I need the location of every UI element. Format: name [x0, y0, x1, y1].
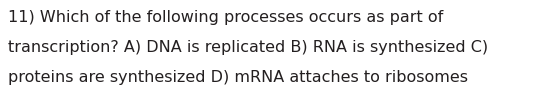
- Text: 11) Which of the following processes occurs as part of: 11) Which of the following processes occ…: [8, 10, 443, 25]
- Text: proteins are synthesized D) mRNA attaches to ribosomes: proteins are synthesized D) mRNA attache…: [8, 70, 468, 85]
- Text: transcription? A) DNA is replicated B) RNA is synthesized C): transcription? A) DNA is replicated B) R…: [8, 40, 488, 55]
